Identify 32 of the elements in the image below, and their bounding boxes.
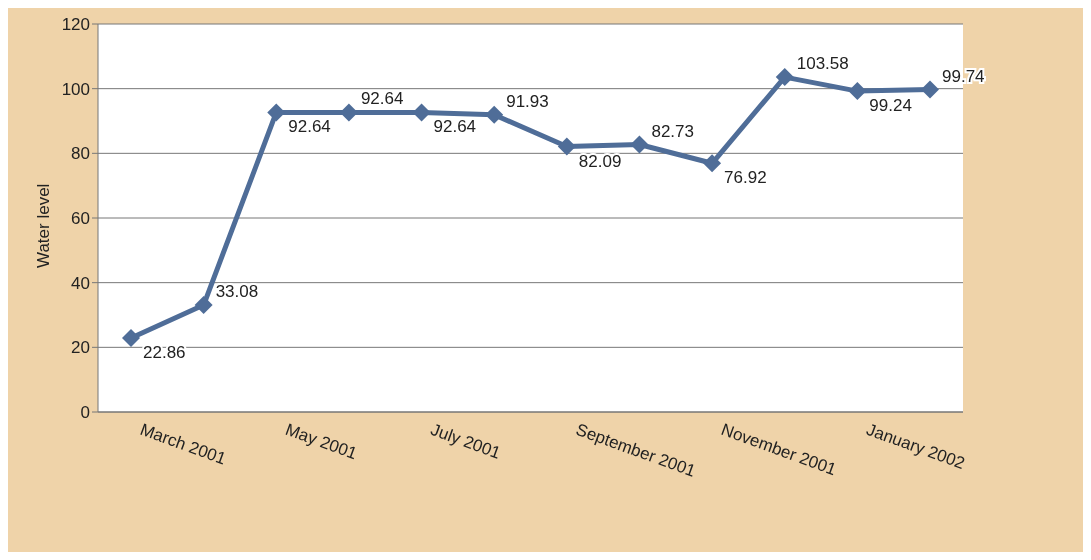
data-label: 82.73 (651, 121, 694, 141)
data-label: 103.58 (796, 54, 849, 74)
data-label: 99.24 (869, 96, 912, 116)
point (848, 82, 867, 101)
data-label: 22.86 (143, 343, 186, 363)
point (122, 329, 140, 348)
y-tick-label: 60 (71, 209, 90, 229)
point (630, 135, 649, 154)
y-tick-label: 40 (71, 273, 90, 293)
data-label: 92.64 (360, 89, 404, 109)
y-tick-label: 100 (61, 79, 90, 99)
point (194, 296, 213, 315)
data-label: 82.09 (578, 151, 622, 171)
point (703, 154, 722, 173)
data-label: 76.92 (724, 168, 767, 188)
data-label: 99.74 (942, 66, 985, 86)
point (921, 80, 939, 99)
y-tick-label: 80 (71, 144, 90, 164)
x-tick-label: March 2001 (137, 419, 229, 469)
x-tick-label: May 2001 (282, 419, 360, 464)
y-tick-label: 120 (61, 15, 90, 35)
y-tick-label: 0 (80, 403, 90, 423)
data-label: 33.08 (215, 282, 259, 302)
data-label: 92.64 (288, 117, 331, 137)
point (485, 105, 504, 124)
point (775, 68, 794, 87)
y-axis-title: Water level (34, 183, 54, 268)
x-tick-label: July 2001 (428, 419, 504, 463)
data-label: 92.64 (433, 117, 477, 137)
y-tick-label: 20 (71, 338, 90, 358)
point (557, 137, 576, 156)
data-label: 91.93 (506, 91, 549, 111)
